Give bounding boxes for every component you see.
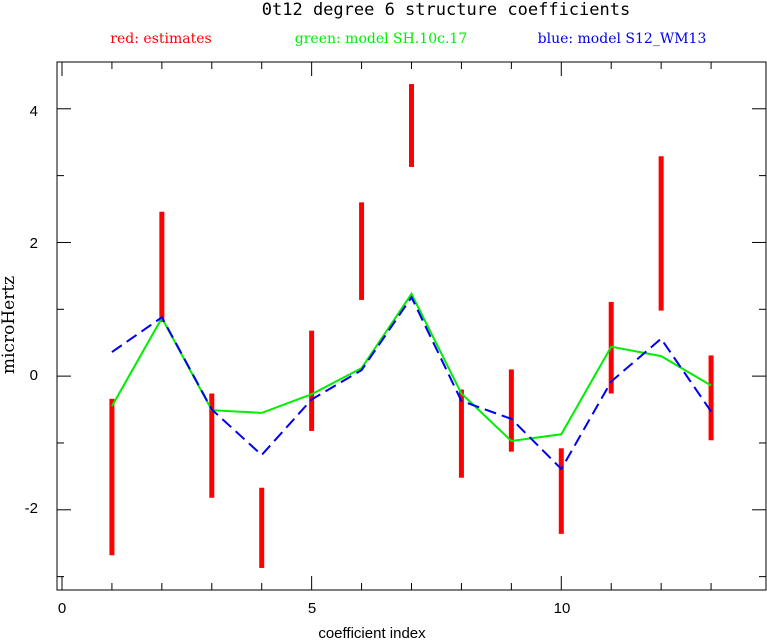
y-tick-label-2: 2 — [30, 235, 38, 252]
estimate-errorbar — [708, 355, 714, 441]
x-tick-label-10: 10 — [554, 600, 571, 617]
model-s12wm13-line — [111, 295, 712, 471]
y-tick-label-4: 4 — [30, 103, 38, 120]
x-tick-label-5: 5 — [308, 600, 316, 617]
estimate-errorbar — [209, 393, 215, 498]
model-sh10c17-line — [111, 291, 712, 443]
estimate-errorbar — [658, 156, 664, 311]
estimate-errorbar — [458, 389, 464, 478]
axis-ticks — [57, 62, 766, 590]
estimate-errorbar — [309, 330, 315, 431]
estimate-errorbar — [359, 202, 365, 300]
estimates-errorbars — [109, 84, 714, 568]
legend-model-s12wm13: blue: model S12_WM13 — [538, 31, 707, 47]
estimate-errorbar — [508, 369, 514, 452]
estimate-errorbar — [109, 398, 115, 556]
estimate-errorbar — [159, 211, 165, 322]
legend-model-sh10c17: green: model SH.10c.17 — [295, 31, 467, 47]
legend-estimates: red: estimates — [110, 31, 211, 47]
estimate-errorbar — [259, 487, 265, 568]
y-axis-label: microHertz — [0, 276, 19, 374]
x-tick-label-0: 0 — [58, 600, 66, 617]
estimate-errorbar — [409, 84, 414, 167]
y-tick-label-minus2: -2 — [25, 500, 38, 517]
estimate-errorbar — [558, 448, 564, 534]
y-tick-label-0: 0 — [30, 367, 38, 384]
chart-title: 0t12 degree 6 structure coefficients — [262, 0, 630, 20]
x-axis-label: coefficient index — [318, 625, 426, 641]
